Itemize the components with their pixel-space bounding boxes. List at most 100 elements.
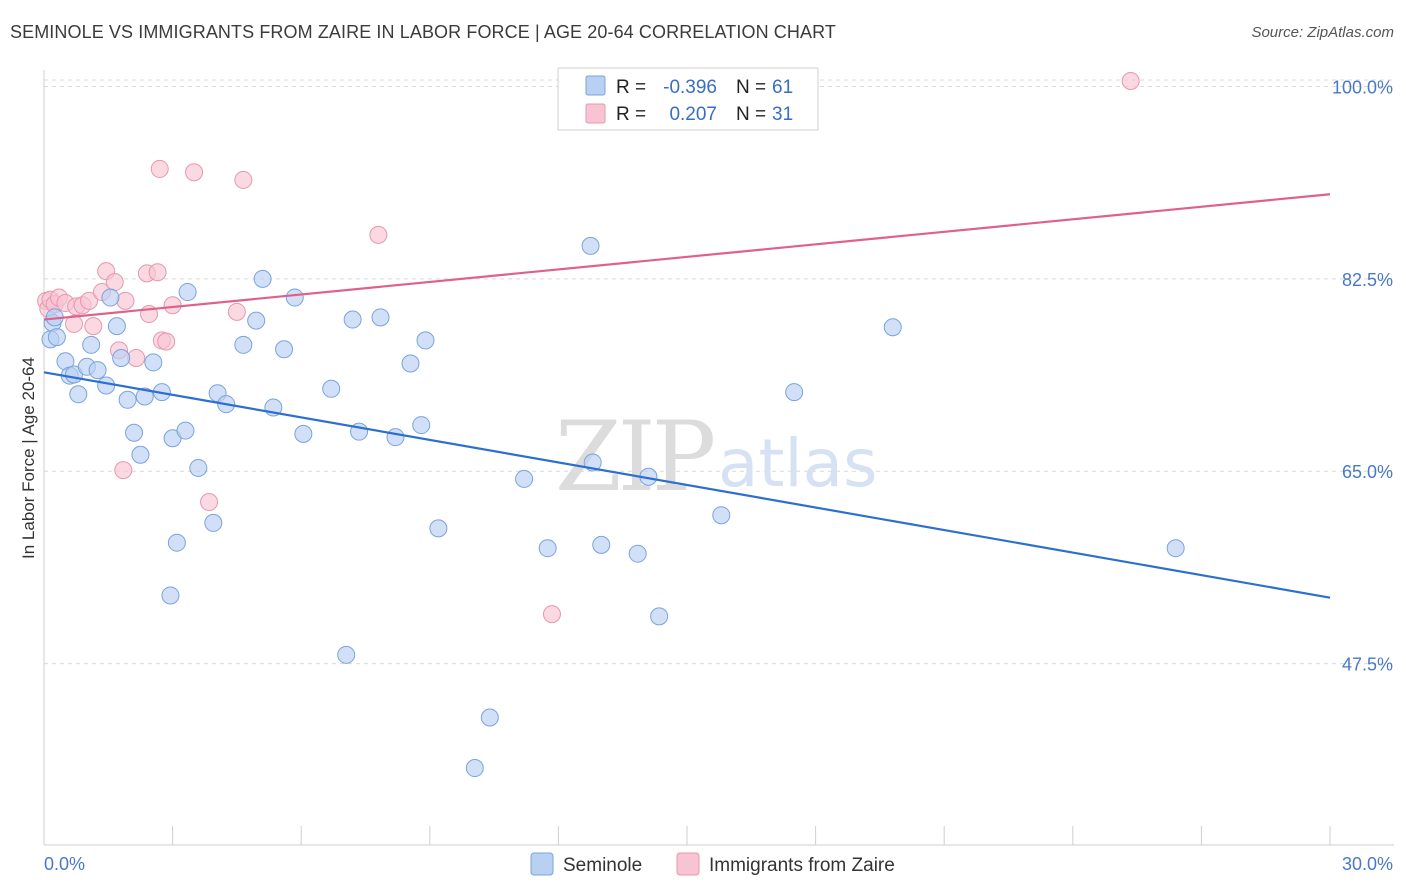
x-tick-label-max: 30.0% xyxy=(1342,854,1393,874)
zaire-point xyxy=(105,273,124,292)
seminole-point xyxy=(125,423,144,442)
watermark: ZIP atlas xyxy=(555,401,878,513)
zaire-point xyxy=(200,493,219,512)
zaire-point xyxy=(185,163,204,182)
seminole-point xyxy=(883,318,902,337)
seminole-point xyxy=(178,283,197,302)
seminole-point xyxy=(322,379,341,398)
seminole-point xyxy=(337,645,356,664)
seminole-point xyxy=(712,506,731,525)
seminole-point xyxy=(101,288,120,307)
seminole-point xyxy=(112,349,131,368)
seminole-point xyxy=(69,385,88,404)
zaire-point xyxy=(227,302,246,321)
bottom-legend-swatch-zaire xyxy=(676,852,700,876)
legend-r-label-zaire: R = xyxy=(616,104,646,125)
zaire-point xyxy=(65,314,84,333)
zaire-point xyxy=(234,170,253,189)
seminole-point xyxy=(538,539,557,558)
zaire-point xyxy=(114,461,133,480)
trendlines xyxy=(43,193,1331,599)
seminole-point xyxy=(386,428,405,447)
legend-swatch-seminole xyxy=(585,75,606,96)
x-tick-label-min: 0.0% xyxy=(44,854,85,874)
seminole-point xyxy=(480,708,499,727)
zaire-point xyxy=(84,317,103,336)
seminole-point xyxy=(204,513,223,532)
seminole-point xyxy=(161,586,180,605)
legend-n-value-zaire: 31 xyxy=(772,104,793,125)
seminole-point xyxy=(401,354,420,373)
legend-n-label-seminole: N = xyxy=(736,77,766,98)
zaire-point xyxy=(163,296,182,315)
zaire-point xyxy=(80,291,99,310)
zaire-point xyxy=(1121,71,1140,90)
seminole-point xyxy=(581,236,600,255)
seminole-point xyxy=(118,390,137,409)
seminole-point xyxy=(247,311,266,330)
seminole-point xyxy=(135,387,154,406)
y-tick-label: 65.0% xyxy=(1342,462,1393,482)
seminole-point xyxy=(82,335,101,354)
seminole-point xyxy=(144,353,163,372)
zaire-point xyxy=(369,225,388,244)
seminole-point xyxy=(416,331,435,350)
seminole-point xyxy=(88,361,107,380)
trendline-zaire xyxy=(43,193,1331,321)
y-tick-label: 82.5% xyxy=(1342,270,1393,290)
zaire-point xyxy=(148,263,167,282)
bottom-legend-swatch-seminole xyxy=(530,852,554,876)
seminole-point xyxy=(371,308,390,327)
legend-n-label-zaire: N = xyxy=(736,104,766,125)
legend-r-label-seminole: R = xyxy=(616,77,646,98)
seminole-point xyxy=(97,376,116,395)
zaire-point xyxy=(127,349,146,368)
zaire-point xyxy=(150,159,169,178)
chart-source: Source: ZipAtlas.com xyxy=(1251,24,1394,41)
x-ticks xyxy=(43,826,1331,845)
seminole-point xyxy=(234,335,253,354)
seminole-point xyxy=(429,519,448,538)
y-tick-label: 100.0% xyxy=(1332,77,1393,97)
seminole-point xyxy=(253,269,272,288)
seminole-point xyxy=(167,533,186,552)
zaire-point xyxy=(116,291,135,310)
y-tick-label: 47.5% xyxy=(1342,655,1393,675)
seminole-point xyxy=(412,416,431,435)
legend-r-value-zaire: 0.207 xyxy=(669,104,717,125)
seminole-point xyxy=(650,607,669,626)
legend: R = -0.396 N = 61 R = 0.207 N = 31 xyxy=(557,67,819,131)
seminole-point xyxy=(592,535,611,554)
seminole-point xyxy=(107,317,126,336)
trendline-seminole xyxy=(43,371,1331,599)
seminole-point xyxy=(275,340,294,359)
legend-swatch-zaire xyxy=(585,103,606,124)
legend-r-value-seminole: -0.396 xyxy=(663,77,717,98)
watermark-atlas: atlas xyxy=(718,425,878,502)
seminole-point xyxy=(294,424,313,443)
zaire-point xyxy=(542,605,561,624)
seminole-point xyxy=(47,328,66,347)
seminole-point xyxy=(131,445,150,464)
seminole-point xyxy=(1166,539,1185,558)
seminole-point xyxy=(285,288,304,307)
bottom-legend-label-zaire: Immigrants from Zaire xyxy=(709,855,895,876)
seminole-point xyxy=(343,310,362,329)
seminole-point xyxy=(465,759,484,778)
watermark-zip: ZIP xyxy=(555,401,714,513)
seminole-point xyxy=(785,383,804,402)
series-zaire-points xyxy=(37,71,1140,624)
chart-title: SEMINOLE VS IMMIGRANTS FROM ZAIRE IN LAB… xyxy=(10,22,836,42)
seminole-point xyxy=(176,421,195,440)
gridlines xyxy=(44,79,1394,665)
y-axis-title: In Labor Force | Age 20-64 xyxy=(19,357,38,559)
seminole-point xyxy=(189,458,208,477)
y-tick-labels: 47.5% 65.0% 82.5% 100.0% xyxy=(1332,77,1393,674)
series-seminole-points xyxy=(41,236,1185,778)
bottom-legend: Seminole Immigrants from Zaire xyxy=(530,852,895,876)
bottom-legend-label-seminole: Seminole xyxy=(563,855,642,876)
axes xyxy=(43,70,1394,846)
seminole-point xyxy=(628,544,647,563)
legend-n-value-seminole: 61 xyxy=(772,77,793,98)
